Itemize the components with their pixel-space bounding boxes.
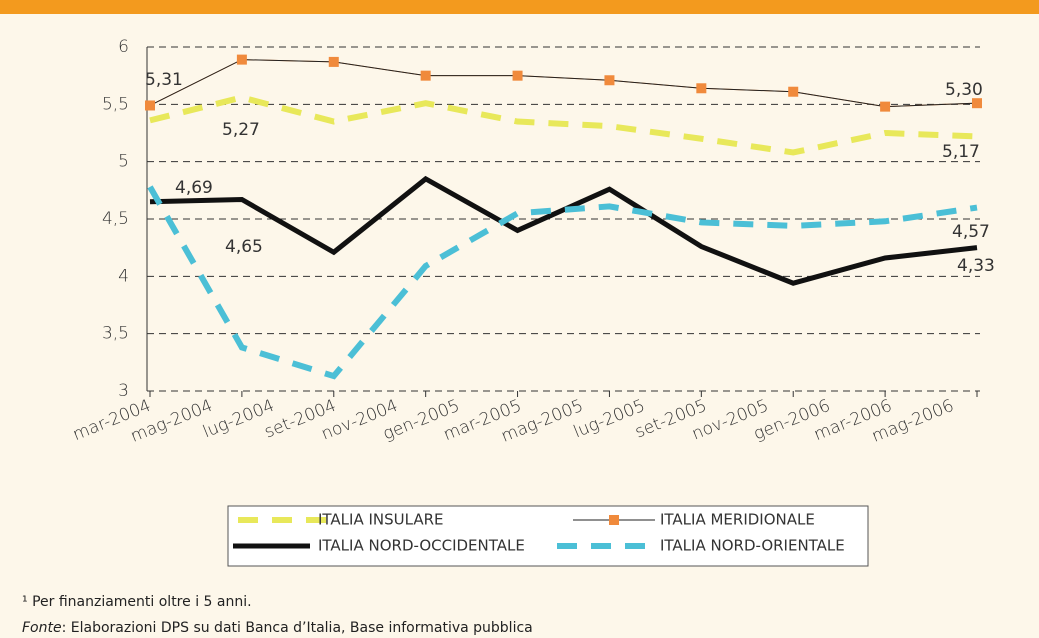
legend-label: ITALIA NORD-ORIENTALE xyxy=(660,537,845,555)
source-label: Fonte xyxy=(22,620,62,636)
point-marker xyxy=(696,83,707,94)
point-marker xyxy=(512,70,523,81)
annotation: 4,33 xyxy=(957,256,995,276)
annotation: 4,69 xyxy=(175,178,213,198)
annotation: 5,17 xyxy=(942,142,980,162)
y-tick-label: 5,5 xyxy=(102,94,129,114)
annotation: 5,30 xyxy=(945,80,983,100)
legend-box xyxy=(227,505,869,567)
point-marker xyxy=(328,56,339,67)
source-text: : Elaborazioni DPS su dati Banca d’Itali… xyxy=(62,620,533,636)
point-marker xyxy=(788,86,799,97)
series-line xyxy=(149,175,978,286)
annotation: 5,27 xyxy=(222,120,260,140)
legend-marker xyxy=(609,515,619,525)
annotation: 4,57 xyxy=(952,222,990,242)
y-tick-label: 4,5 xyxy=(102,209,129,229)
point-marker xyxy=(880,101,891,112)
top-bar xyxy=(0,0,1039,14)
y-tick-label: 3,5 xyxy=(102,324,129,344)
point-marker xyxy=(972,98,982,109)
y-tick-label: 4 xyxy=(118,266,129,286)
legend-label: ITALIA NORD-OCCIDENTALE xyxy=(318,537,525,555)
y-tick-label: 6 xyxy=(118,37,129,57)
point-marker xyxy=(145,100,155,111)
point-marker xyxy=(236,54,247,65)
series-line-inner xyxy=(149,59,978,108)
source: Fonte: Elaborazioni DPS su dati Banca d’… xyxy=(22,620,533,636)
legend-label: ITALIA MERIDIONALE xyxy=(660,511,815,529)
legend-label: ITALIA INSULARE xyxy=(318,511,444,529)
footnote: ¹ Per finanziamenti oltre i 5 anni. xyxy=(22,594,252,610)
point-marker xyxy=(604,75,615,86)
y-tick-label: 3 xyxy=(118,381,129,401)
series-line xyxy=(149,94,978,156)
point-marker xyxy=(420,70,431,81)
annotation: 5,31 xyxy=(145,70,183,90)
series-line xyxy=(147,185,978,380)
annotation: 4,65 xyxy=(225,237,263,257)
y-tick-label: 5 xyxy=(118,152,129,172)
